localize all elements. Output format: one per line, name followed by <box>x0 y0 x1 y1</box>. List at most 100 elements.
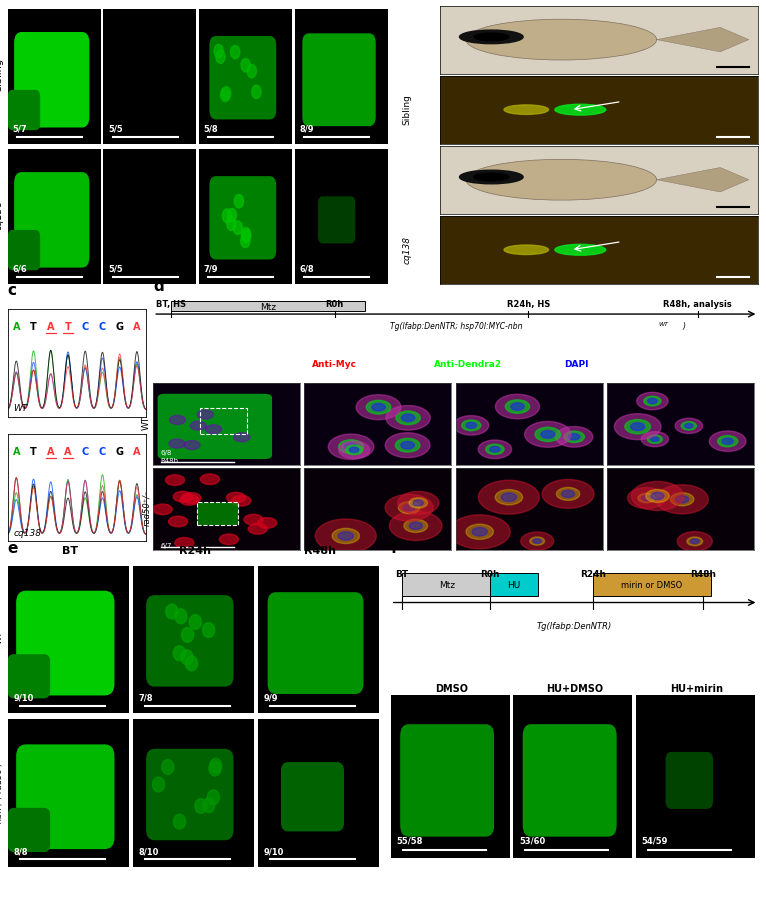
Text: 6/7: 6/7 <box>161 542 172 548</box>
Circle shape <box>241 230 250 243</box>
Circle shape <box>404 520 427 533</box>
Text: HU+mirin: HU+mirin <box>670 684 724 694</box>
Circle shape <box>643 396 661 406</box>
Text: DMSO: DMSO <box>435 684 469 694</box>
Text: 7/9: 7/9 <box>204 265 218 274</box>
FancyBboxPatch shape <box>146 749 234 841</box>
Circle shape <box>175 538 194 548</box>
Circle shape <box>173 815 185 829</box>
Text: A: A <box>47 321 54 332</box>
Circle shape <box>403 505 415 511</box>
Text: R48h: R48h <box>304 545 336 555</box>
Text: A: A <box>12 321 20 332</box>
Circle shape <box>182 493 201 504</box>
Text: DAPI: DAPI <box>565 359 589 368</box>
Ellipse shape <box>466 20 656 61</box>
FancyBboxPatch shape <box>14 33 90 128</box>
Circle shape <box>555 427 593 448</box>
Circle shape <box>722 439 733 445</box>
Text: cq138: cq138 <box>0 200 4 229</box>
Circle shape <box>181 650 193 665</box>
FancyBboxPatch shape <box>8 230 40 271</box>
Circle shape <box>339 442 370 459</box>
Circle shape <box>504 246 548 256</box>
Text: 8/10: 8/10 <box>139 846 159 855</box>
Circle shape <box>646 489 669 503</box>
FancyBboxPatch shape <box>522 724 617 837</box>
Text: BT: BT <box>62 545 78 555</box>
Circle shape <box>221 89 230 103</box>
Text: T: T <box>30 447 37 457</box>
Text: 5/5: 5/5 <box>108 265 123 274</box>
Circle shape <box>228 209 237 223</box>
Text: WT: WT <box>0 630 4 643</box>
Circle shape <box>709 432 746 452</box>
Text: HU: HU <box>507 581 520 590</box>
FancyBboxPatch shape <box>158 395 272 460</box>
Circle shape <box>165 604 178 619</box>
Circle shape <box>316 519 376 554</box>
Text: Tg(lfabp:DenNTR): Tg(lfabp:DenNTR) <box>537 621 612 630</box>
Circle shape <box>372 404 385 412</box>
Circle shape <box>345 446 363 455</box>
Circle shape <box>385 433 430 458</box>
Bar <box>197 503 238 526</box>
Circle shape <box>687 537 702 546</box>
Circle shape <box>241 60 250 73</box>
FancyBboxPatch shape <box>400 724 494 837</box>
Circle shape <box>466 423 476 429</box>
Text: 9/10: 9/10 <box>14 693 34 702</box>
Circle shape <box>189 615 201 629</box>
FancyBboxPatch shape <box>8 655 50 699</box>
Circle shape <box>385 495 433 521</box>
Circle shape <box>541 431 555 439</box>
Circle shape <box>169 517 188 527</box>
Circle shape <box>521 533 554 551</box>
Circle shape <box>202 623 214 638</box>
Circle shape <box>690 539 699 545</box>
Text: 53/60: 53/60 <box>519 836 545 845</box>
Text: C: C <box>82 447 89 457</box>
Text: Mtz: Mtz <box>260 303 277 312</box>
Text: 5/7: 5/7 <box>12 125 27 134</box>
FancyBboxPatch shape <box>8 90 40 131</box>
Circle shape <box>641 433 669 447</box>
Circle shape <box>556 488 580 501</box>
Circle shape <box>185 656 198 671</box>
FancyBboxPatch shape <box>490 573 538 597</box>
FancyBboxPatch shape <box>318 197 355 244</box>
Circle shape <box>252 86 261 99</box>
Circle shape <box>409 498 427 508</box>
Circle shape <box>637 393 668 410</box>
FancyBboxPatch shape <box>401 573 493 597</box>
Circle shape <box>180 495 199 506</box>
Circle shape <box>647 435 663 444</box>
Text: G: G <box>116 447 123 457</box>
Text: cq138: cq138 <box>13 528 41 537</box>
Circle shape <box>173 647 185 661</box>
Circle shape <box>201 474 219 485</box>
Circle shape <box>214 45 224 59</box>
Circle shape <box>182 628 194 643</box>
Circle shape <box>413 500 424 507</box>
Circle shape <box>656 485 709 515</box>
Circle shape <box>234 195 244 209</box>
Circle shape <box>152 777 165 792</box>
Circle shape <box>648 399 657 405</box>
Circle shape <box>638 494 655 503</box>
Circle shape <box>389 512 442 541</box>
Text: 9/9: 9/9 <box>264 693 279 702</box>
Circle shape <box>685 424 693 429</box>
Text: d: d <box>153 278 164 293</box>
Text: 8/9: 8/9 <box>300 125 314 134</box>
Text: Tg(lfabp:DenNTR; hsp70l:MYC-nbn: Tg(lfabp:DenNTR; hsp70l:MYC-nbn <box>390 321 522 330</box>
Text: R48h: R48h <box>161 457 178 463</box>
Circle shape <box>366 401 391 414</box>
Circle shape <box>670 493 694 507</box>
Circle shape <box>332 529 359 544</box>
Text: WT: WT <box>13 404 28 413</box>
Circle shape <box>344 443 358 452</box>
Circle shape <box>234 433 250 442</box>
Text: f: f <box>391 540 398 555</box>
Circle shape <box>386 406 430 431</box>
